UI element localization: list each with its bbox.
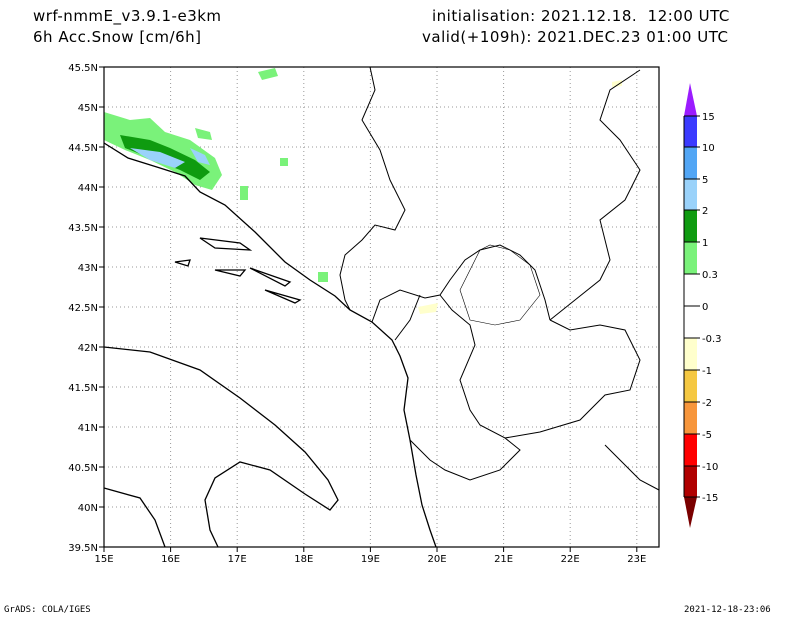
- lon-label: 16E: [161, 554, 180, 565]
- colorbar-segment: [684, 306, 697, 338]
- lat-label: 39.5N: [68, 543, 98, 554]
- colorbar-label: 10: [702, 143, 715, 154]
- axis-ticks: 45.5N 45N 44.5N 44N 43.5N 43N 42.5N 42N 41.5N 41N…: [68, 63, 646, 565]
- colorbar-segment: [684, 274, 697, 306]
- footer-credit: GrADS: COLA/IGES: [4, 605, 91, 615]
- colorbar-label: 15: [702, 112, 715, 123]
- colorbar-label: 0: [702, 302, 708, 313]
- colorbar-label: 5: [702, 175, 708, 186]
- lat-label: 44.5N: [68, 143, 98, 154]
- colorbar-segment: [684, 466, 697, 497]
- lon-label: 17E: [228, 554, 247, 565]
- lat-label: 43N: [78, 263, 98, 274]
- lon-label: 15E: [94, 554, 113, 565]
- lat-label: 45.5N: [68, 63, 98, 74]
- colorbar-label: -15: [702, 493, 718, 504]
- lon-label: 18E: [294, 554, 313, 565]
- colorbar-label: 1: [702, 238, 708, 249]
- valid-time: valid(+109h): 2021.DEC.23 01:00 UTC: [422, 28, 729, 46]
- colorbar-segment: [684, 116, 697, 147]
- colorbar-top-arrow: [684, 83, 697, 116]
- lon-label: 21E: [494, 554, 513, 565]
- lat-label: 45N: [78, 103, 98, 114]
- lat-label: 40.5N: [68, 463, 98, 474]
- lat-label: 42.5N: [68, 303, 98, 314]
- colorbar-segment: [684, 434, 697, 466]
- lon-label: 22E: [561, 554, 580, 565]
- colorbar-segment: [684, 402, 697, 434]
- lat-label: 42N: [78, 343, 98, 354]
- colorbar-label: -10: [702, 462, 718, 473]
- colorbar-segment: [684, 242, 697, 274]
- colorbar-segment: [684, 147, 697, 179]
- grid-lines: [104, 67, 659, 547]
- footer-timestamp: 2021-12-18-23:06: [684, 605, 771, 615]
- lat-label: 40N: [78, 503, 98, 514]
- init-time: initialisation: 2021.12.18. 12:00 UTC: [432, 7, 730, 25]
- lon-label: 20E: [427, 554, 446, 565]
- coastlines: [103, 142, 437, 548]
- colorbar-label: 0.3: [702, 270, 718, 281]
- field-title: 6h Acc.Snow [cm/6h]: [33, 28, 202, 46]
- colorbar-label: -5: [702, 430, 712, 441]
- colorbar-label: -0.3: [702, 334, 722, 345]
- model-name: wrf-nmmE_v3.9.1-e3km: [33, 7, 222, 25]
- lat-label: 43.5N: [68, 223, 98, 234]
- colorbar-segment: [684, 210, 697, 242]
- colorbar-segment: [684, 179, 697, 210]
- colorbar-label: -1: [702, 366, 712, 377]
- colorbar-segment: [684, 370, 697, 402]
- colorbar-label: 2: [702, 206, 708, 217]
- borders: [339, 66, 660, 491]
- lat-label: 41N: [78, 423, 98, 434]
- map-frame: [103, 66, 660, 548]
- colorbar: 15 10 5 2 1 0.3 0 -0.3 -1 -2 -5 -10 -15: [683, 83, 722, 528]
- colorbar-bottom-arrow: [684, 497, 697, 528]
- colorbar-segment: [684, 338, 697, 370]
- colorbar-label: -2: [702, 398, 712, 409]
- lat-label: 44N: [78, 183, 98, 194]
- lon-label: 23E: [627, 554, 646, 565]
- lon-label: 19E: [361, 554, 380, 565]
- lat-label: 41.5N: [68, 383, 98, 394]
- snow-field: [104, 68, 622, 314]
